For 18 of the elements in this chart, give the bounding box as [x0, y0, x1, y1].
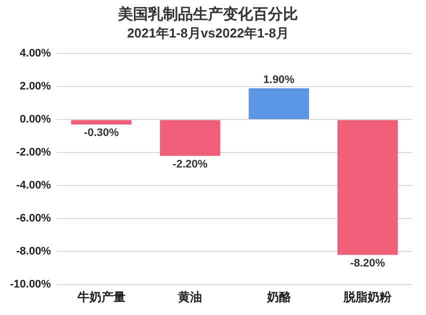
- y-tick-label: -6.00%: [16, 212, 52, 225]
- data-label: -0.30%: [84, 127, 119, 140]
- x-tick-label: 脱脂奶粉: [342, 290, 393, 304]
- data-label: -2.20%: [172, 158, 208, 170]
- y-tick-label: 2.00%: [20, 80, 52, 93]
- x-tick-label: 牛奶产量: [76, 290, 126, 304]
- chart-subtitle: 2021年1-8月vs2022年1-8月: [127, 25, 289, 40]
- y-tick-label: 4.00%: [20, 48, 52, 60]
- y-tick-label: -8.00%: [16, 246, 52, 258]
- x-tick-label: 黄油: [177, 290, 202, 304]
- y-tick-label: -2.00%: [16, 146, 52, 159]
- x-tick-label: 奶酪: [266, 290, 292, 304]
- data-label: -8.20%: [350, 257, 386, 270]
- y-tick-label: 0.00%: [20, 114, 52, 126]
- data-label: 1.90%: [263, 74, 295, 86]
- y-tick-label: -4.00%: [16, 180, 52, 192]
- chart-title: 美国乳制品生产变化百分比: [117, 5, 298, 24]
- y-tick-label: -10.00%: [10, 278, 52, 291]
